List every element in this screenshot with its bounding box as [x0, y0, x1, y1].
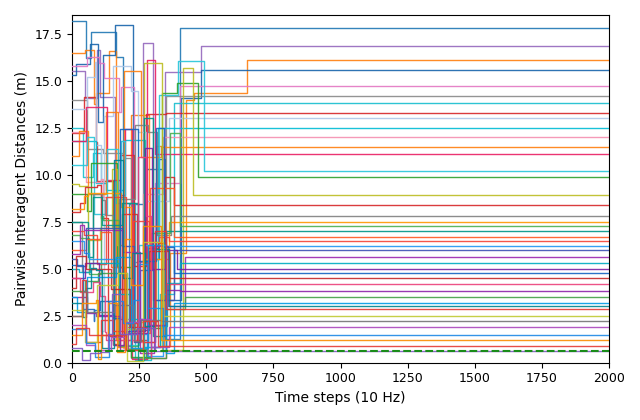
Y-axis label: Pairwise Interagent Distances (m): Pairwise Interagent Distances (m) [15, 71, 29, 306]
X-axis label: Time steps (10 Hz): Time steps (10 Hz) [275, 391, 406, 405]
